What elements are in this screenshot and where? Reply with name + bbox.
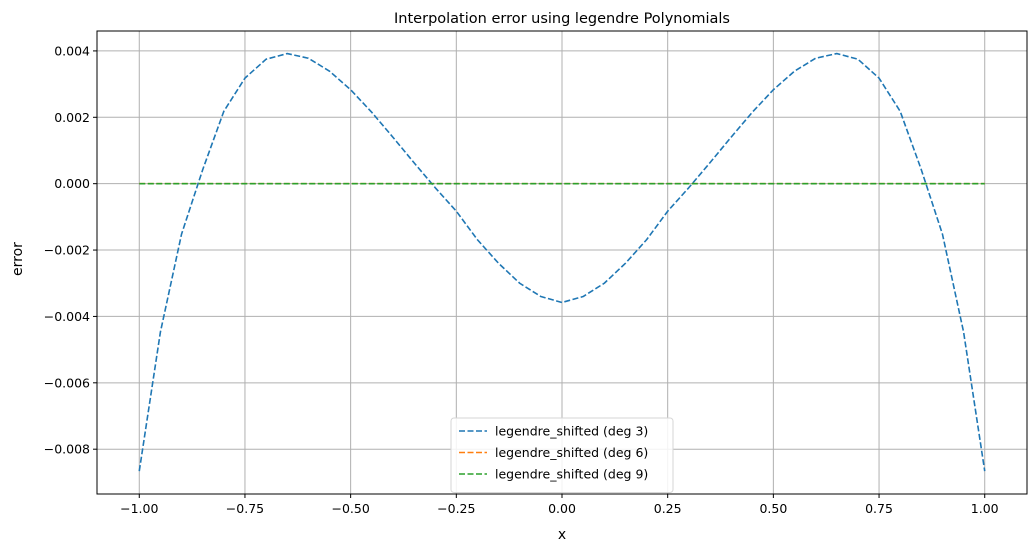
x-tick-label: −0.75 bbox=[226, 501, 264, 516]
legend: legendre_shifted (deg 3) legendre_shifted… bbox=[450, 417, 674, 493]
legend-label: legendre_shifted (deg 9) bbox=[495, 467, 648, 482]
x-tick-label: −0.25 bbox=[437, 501, 475, 516]
legend-label: legendre_shifted (deg 6) bbox=[495, 445, 648, 460]
x-tick-label: 1.00 bbox=[971, 501, 999, 516]
x-tick-label: −0.50 bbox=[331, 501, 369, 516]
y-tick-label: 0.004 bbox=[54, 43, 90, 58]
y-tick-label: 0.000 bbox=[54, 176, 90, 191]
x-axis-label: x bbox=[558, 527, 566, 543]
x-axis-ticks: −1.00 −0.75 −0.50 −0.25 0.00 0.25 0.50 0.75 1.00 bbox=[120, 494, 999, 516]
y-tick-label: −0.008 bbox=[44, 442, 90, 457]
x-tick-label: 0.25 bbox=[654, 501, 682, 516]
y-tick-label: −0.002 bbox=[44, 243, 90, 258]
x-tick-label: 0.75 bbox=[865, 501, 893, 516]
chart-title: Interpolation error using legendre Polyn… bbox=[394, 11, 730, 27]
y-tick-label: −0.004 bbox=[44, 309, 90, 324]
x-tick-label: −1.00 bbox=[120, 501, 158, 516]
legend-box bbox=[450, 417, 674, 493]
y-tick-label: 0.002 bbox=[54, 110, 90, 125]
series-line-1 bbox=[138, 52, 986, 472]
x-tick-label: 0.50 bbox=[759, 501, 787, 516]
y-tick-label: −0.006 bbox=[44, 375, 90, 390]
legend-label: legendre_shifted (deg 3) bbox=[495, 424, 648, 439]
x-tick-label: 0.00 bbox=[548, 501, 576, 516]
y-axis-ticks: −0.008 −0.006 −0.004 −0.002 0.000 0.002 0.004 bbox=[44, 43, 97, 457]
y-axis-label: error bbox=[10, 242, 26, 276]
series-lines bbox=[138, 52, 986, 472]
